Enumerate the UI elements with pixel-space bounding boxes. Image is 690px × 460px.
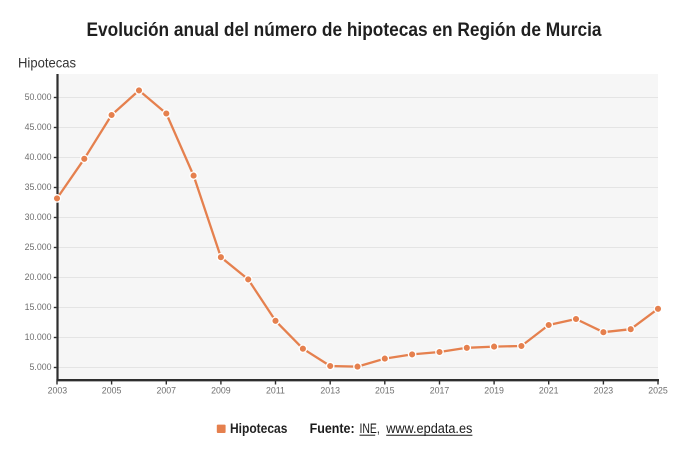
- svg-text:2021: 2021: [539, 386, 559, 396]
- svg-text:5.000: 5.000: [29, 362, 51, 372]
- svg-text:Evolución anual del número de: Evolución anual del número de hipotecas …: [87, 19, 602, 41]
- svg-text:2023: 2023: [594, 386, 614, 396]
- svg-text:45.000: 45.000: [25, 122, 52, 132]
- svg-text:Fuente:: Fuente:: [310, 421, 355, 436]
- svg-text:25.000: 25.000: [25, 242, 52, 252]
- svg-text:www.epdata.es: www.epdata.es: [385, 421, 472, 436]
- svg-text:Hipotecas: Hipotecas: [18, 56, 76, 71]
- svg-text:2013: 2013: [320, 386, 340, 396]
- svg-text:2009: 2009: [211, 386, 231, 396]
- svg-text:INE,: INE,: [360, 421, 380, 436]
- svg-text:2017: 2017: [430, 386, 450, 396]
- svg-text:30.000: 30.000: [25, 212, 52, 222]
- svg-text:15.000: 15.000: [25, 302, 52, 312]
- svg-text:20.000: 20.000: [25, 272, 52, 282]
- svg-text:35.000: 35.000: [25, 182, 52, 192]
- svg-text:2015: 2015: [375, 386, 395, 396]
- svg-text:2025: 2025: [648, 386, 668, 396]
- svg-text:40.000: 40.000: [25, 152, 52, 162]
- svg-text:2019: 2019: [484, 386, 504, 396]
- svg-text:2005: 2005: [102, 386, 122, 396]
- svg-text:Hipotecas: Hipotecas: [230, 421, 288, 436]
- svg-text:2007: 2007: [157, 386, 177, 396]
- svg-text:2011: 2011: [266, 386, 285, 396]
- svg-text:10.000: 10.000: [25, 332, 52, 342]
- svg-text:2003: 2003: [48, 386, 68, 396]
- svg-text:50.000: 50.000: [25, 92, 52, 102]
